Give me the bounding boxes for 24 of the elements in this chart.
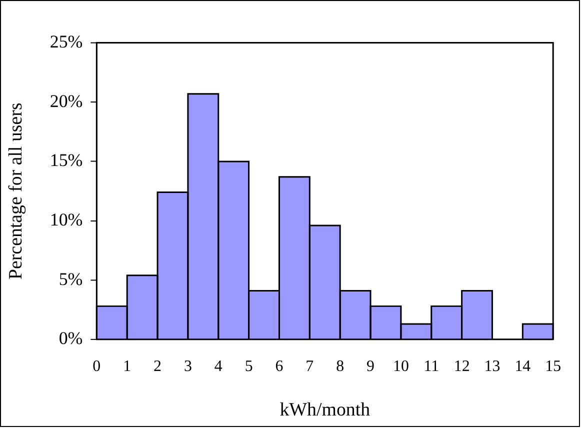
x-axis-title: kWh/month xyxy=(280,400,371,421)
x-tick-label: 3 xyxy=(184,358,192,376)
x-tick-label: 2 xyxy=(154,358,162,376)
y-tick-label: 0% xyxy=(58,328,83,348)
x-tick-label: 10 xyxy=(392,358,409,376)
x-tick-label: 15 xyxy=(545,358,562,376)
x-tick-label: 0 xyxy=(92,358,101,376)
y-tick-label: 10% xyxy=(50,209,83,230)
x-tick-label: 1 xyxy=(123,358,132,376)
x-tick-label: 7 xyxy=(306,358,314,376)
x-tick-label: 4 xyxy=(214,358,222,376)
x-tick-label: 13 xyxy=(484,358,500,376)
x-tick-label: 8 xyxy=(336,358,344,376)
y-tick-label: 15% xyxy=(50,150,83,170)
x-tick-label: 14 xyxy=(514,358,531,376)
x-tick-label: 12 xyxy=(454,358,470,376)
x-tick-label: 6 xyxy=(275,358,284,376)
y-tick-label: 20% xyxy=(50,90,83,111)
x-tick-label: 9 xyxy=(366,358,375,376)
x-tick-label: 5 xyxy=(244,358,253,376)
x-tick-label: 11 xyxy=(424,358,440,376)
y-tick-label: 5% xyxy=(58,268,83,289)
y-tick-label: 25% xyxy=(50,32,83,52)
y-axis-title: Percentage for all users xyxy=(5,102,26,280)
